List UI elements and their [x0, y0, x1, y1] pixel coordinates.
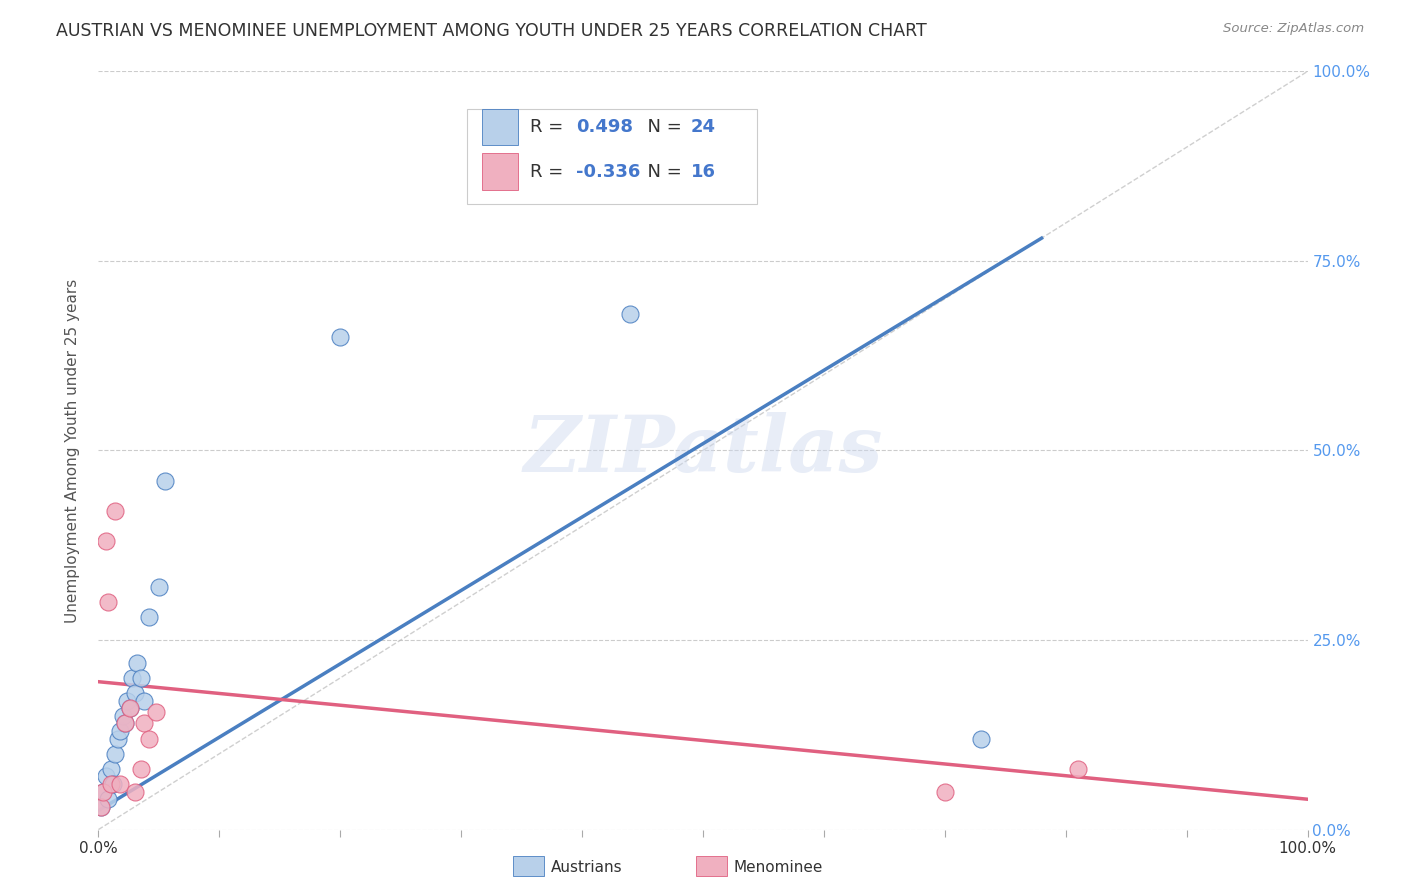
Text: AUSTRIAN VS MENOMINEE UNEMPLOYMENT AMONG YOUTH UNDER 25 YEARS CORRELATION CHART: AUSTRIAN VS MENOMINEE UNEMPLOYMENT AMONG…: [56, 22, 927, 40]
Text: 16: 16: [690, 162, 716, 181]
Text: ZIPatlas: ZIPatlas: [523, 412, 883, 489]
Point: [97, 792, 120, 806]
Point: [129, 671, 152, 685]
Point: [118, 701, 141, 715]
Point: [90, 800, 112, 814]
Point: [148, 580, 170, 594]
Point: [134, 716, 156, 731]
FancyBboxPatch shape: [482, 153, 517, 190]
Point: [118, 701, 141, 715]
Point: [934, 785, 956, 799]
Point: [108, 724, 131, 739]
Point: [90, 800, 112, 814]
Text: Source: ZipAtlas.com: Source: ZipAtlas.com: [1223, 22, 1364, 36]
Text: N =: N =: [637, 162, 688, 181]
Point: [100, 762, 122, 776]
Text: 0.498: 0.498: [576, 118, 633, 136]
Point: [114, 716, 136, 731]
Point: [97, 595, 120, 609]
Point: [117, 694, 139, 708]
Point: [91, 785, 114, 799]
Point: [329, 330, 352, 344]
Text: R =: R =: [530, 162, 569, 181]
Text: Menominee: Menominee: [734, 860, 824, 874]
Text: 24: 24: [690, 118, 716, 136]
Point: [134, 694, 156, 708]
Text: N =: N =: [637, 118, 688, 136]
Point: [111, 708, 134, 723]
Point: [138, 610, 160, 624]
Text: Austrians: Austrians: [551, 860, 623, 874]
Point: [619, 307, 641, 321]
Point: [108, 777, 131, 791]
Point: [100, 777, 122, 791]
Point: [1067, 762, 1090, 776]
Point: [107, 731, 129, 746]
Point: [94, 769, 117, 784]
Point: [970, 731, 993, 746]
Point: [94, 534, 117, 549]
Point: [145, 705, 167, 719]
Point: [121, 671, 143, 685]
Y-axis label: Unemployment Among Youth under 25 years: Unemployment Among Youth under 25 years: [65, 278, 80, 623]
Point: [153, 474, 176, 488]
Point: [114, 716, 136, 731]
Point: [124, 785, 146, 799]
Point: [124, 686, 146, 700]
Point: [127, 656, 149, 670]
Point: [129, 762, 152, 776]
Text: R =: R =: [530, 118, 569, 136]
FancyBboxPatch shape: [482, 109, 517, 145]
Point: [104, 504, 127, 518]
Point: [101, 777, 124, 791]
FancyBboxPatch shape: [467, 110, 758, 204]
Text: -0.336: -0.336: [576, 162, 640, 181]
Point: [104, 747, 127, 761]
Point: [91, 785, 114, 799]
Point: [138, 731, 160, 746]
